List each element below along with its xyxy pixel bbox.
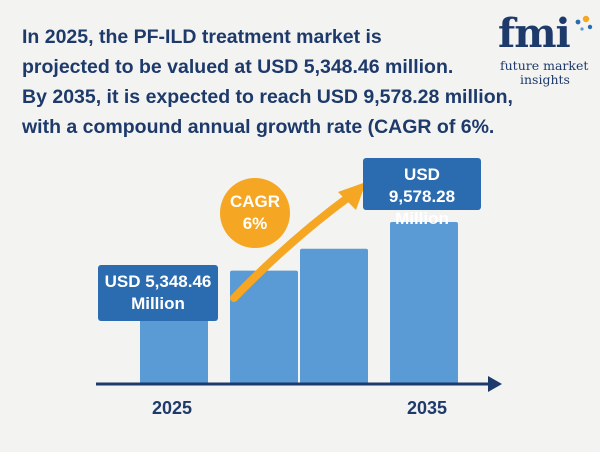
cagr-badge: CAGR 6% — [220, 178, 290, 248]
end-value-line-2: Million — [395, 209, 449, 228]
logo-dots-icon — [575, 15, 593, 31]
growth-arrow — [230, 192, 354, 302]
end-value-label: USD 9,578.28 Million — [363, 158, 481, 228]
end-value-line-1: USD 9,578.28 — [388, 165, 456, 206]
bar-4 — [390, 222, 458, 384]
bar-3 — [300, 248, 368, 384]
logo-mark: fmi — [498, 10, 571, 57]
logo-text-line-1: future market — [500, 58, 589, 73]
start-value-line-1: USD 5,348.46 — [104, 272, 212, 291]
logo-text-line-2: insights — [520, 72, 570, 87]
headline-line-4: with a compound annual growth rate (CAGR… — [22, 116, 495, 138]
headline-line-2: projected to be valued at USD 5,348.46 m… — [22, 56, 454, 78]
growth-arrow-layer — [230, 182, 366, 302]
cagr-label: CAGR — [229, 192, 281, 211]
fmi-logo: fmi future market insights — [494, 10, 593, 87]
axis-layer — [96, 376, 502, 392]
start-value-line-2: Million — [131, 294, 185, 313]
bar-2 — [230, 270, 298, 384]
start-value-label: USD 5,348.46 Million — [98, 265, 218, 321]
x-tick-label-end: 2035 — [406, 398, 448, 418]
cagr-value: 6% — [242, 214, 268, 233]
growth-arrowhead-icon — [338, 182, 366, 210]
x-axis-arrowhead-icon — [488, 376, 502, 392]
headline: In 2025, the PF-ILD treatment market is … — [22, 22, 513, 142]
headline-line-3: By 2035, it is expected to reach USD 9,5… — [22, 86, 513, 108]
x-tick-label-start: 2025 — [151, 398, 193, 418]
headline-line-1: In 2025, the PF-ILD treatment market is — [22, 26, 382, 48]
